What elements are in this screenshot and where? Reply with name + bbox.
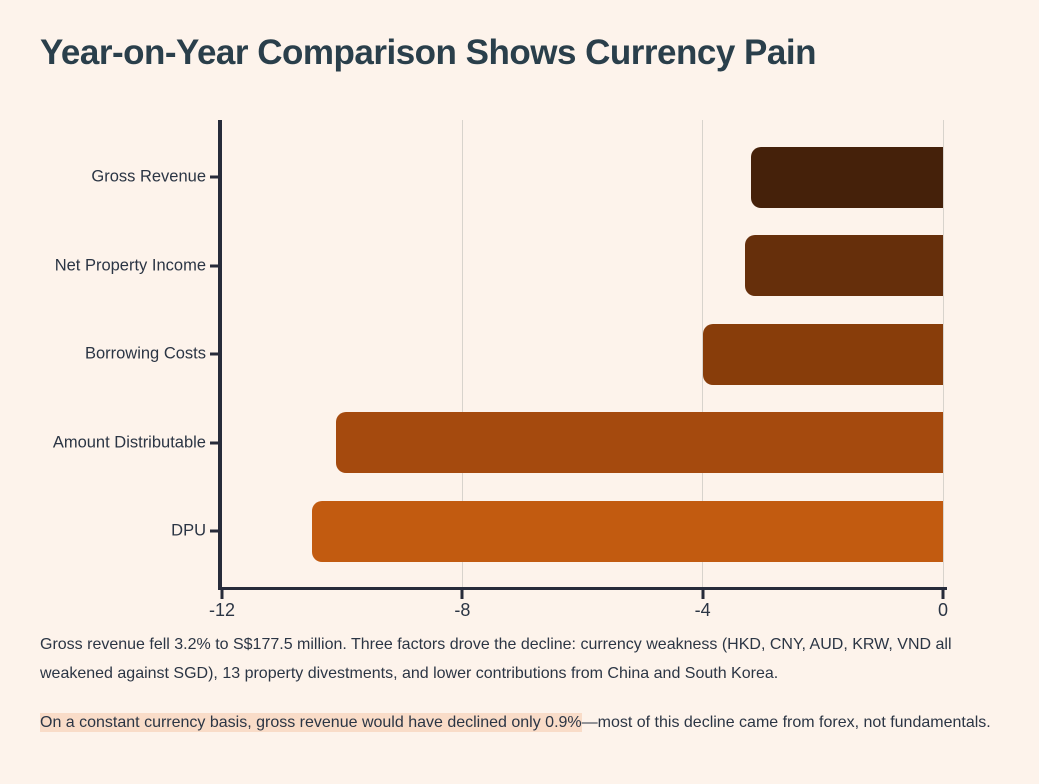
bar-chart: Gross Revenue Net Property Income Borrowin… bbox=[52, 120, 949, 620]
xticklabel--12: -12 bbox=[208, 600, 236, 620]
page-title: Year-on-Year Comparison Shows Currency P… bbox=[40, 33, 816, 72]
ytick-borrowing-costs bbox=[210, 352, 219, 356]
ytick-amount-distributable bbox=[210, 441, 219, 444]
xticklabel--8: -8 bbox=[454, 600, 471, 620]
xtick--4 bbox=[701, 590, 705, 599]
highlighted-text: On a constant currency basis, gross reve… bbox=[40, 713, 582, 732]
x-axis-line bbox=[218, 587, 947, 590]
y-axis-line bbox=[218, 120, 222, 590]
bar-dpu bbox=[312, 500, 943, 562]
ylabel-gross-revenue: Gross Revenue bbox=[91, 167, 206, 186]
ylabel-amount-distributable: Amount Distributable bbox=[52, 433, 206, 451]
gridline-x--8 bbox=[461, 120, 463, 588]
xtick--8 bbox=[460, 590, 464, 599]
note-paragraph-2-rest: —most of this decline came from forex, n… bbox=[581, 714, 991, 731]
note-paragraph-1: Gross revenue fell 3.2% to S$177.5 milli… bbox=[40, 636, 952, 682]
bar-borrowing-costs bbox=[702, 323, 943, 385]
bar-amount-distributable bbox=[336, 412, 943, 473]
ylabel-borrowing-costs: Borrowing Costs bbox=[84, 344, 206, 363]
ytick-dpu bbox=[210, 529, 219, 533]
xticklabel-0: 0 bbox=[937, 600, 949, 620]
gridline-x-0 bbox=[942, 120, 944, 588]
xtick--12 bbox=[220, 590, 224, 599]
notes-section: Gross revenue fell 3.2% to S$177.5 milli… bbox=[40, 630, 998, 757]
ylabel-dpu: DPU bbox=[171, 521, 206, 540]
note-paragraph-2: On a constant currency basis, gross reve… bbox=[40, 708, 998, 737]
ytick-gross-revenue bbox=[210, 175, 219, 179]
ytick-net-property-income bbox=[210, 264, 219, 267]
bar-net-property-income bbox=[744, 235, 943, 296]
xtick-0 bbox=[941, 590, 945, 599]
ylabel-net-property-income: Net Property Income bbox=[54, 256, 206, 274]
bar-gross-revenue bbox=[750, 146, 943, 208]
xticklabel--4: -4 bbox=[694, 600, 711, 620]
